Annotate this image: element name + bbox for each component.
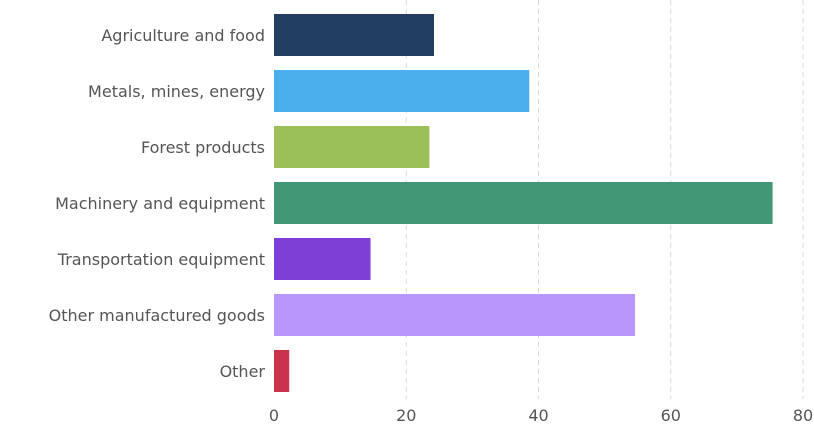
category-label: Other: [220, 362, 266, 381]
bar[interactable]: [274, 238, 371, 280]
x-tick-label: 80: [793, 406, 813, 425]
bar[interactable]: [274, 294, 636, 336]
x-tick-label: 0: [269, 406, 279, 425]
category-labels: Agriculture and food Metals, mines, energ…: [49, 26, 266, 381]
bar[interactable]: [274, 70, 530, 112]
x-tick-label: 60: [661, 406, 681, 425]
category-label: Machinery and equipment: [55, 194, 265, 213]
x-tick-label: 20: [396, 406, 416, 425]
x-axis-ticks: 0 20 40 60 80: [269, 406, 813, 425]
bar[interactable]: [274, 14, 435, 56]
category-label: Other manufactured goods: [49, 306, 265, 325]
bar[interactable]: [274, 126, 430, 168]
x-tick-label: 40: [528, 406, 548, 425]
bar-layer: [274, 14, 773, 392]
category-label: Transportation equipment: [57, 250, 265, 269]
bar[interactable]: [274, 350, 290, 392]
category-label: Forest products: [141, 138, 265, 157]
category-label: Metals, mines, energy: [88, 82, 265, 101]
category-label: Agriculture and food: [101, 26, 265, 45]
bar[interactable]: [274, 182, 773, 224]
